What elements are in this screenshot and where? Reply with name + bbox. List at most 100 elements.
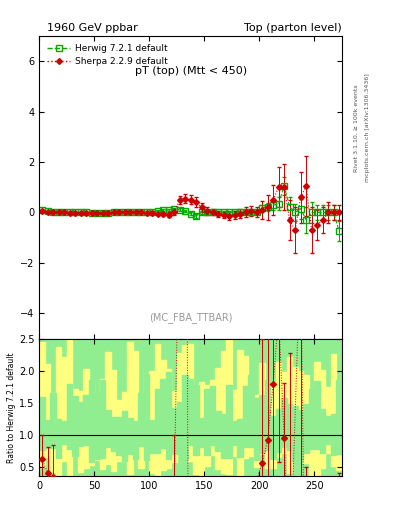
Bar bbox=[237, 419, 243, 457]
Bar bbox=[45, 420, 50, 447]
Bar bbox=[292, 367, 298, 457]
Bar bbox=[177, 402, 182, 453]
Bar bbox=[204, 389, 210, 456]
Bar bbox=[232, 390, 237, 456]
Bar bbox=[89, 380, 94, 461]
Bar bbox=[155, 345, 160, 475]
Bar bbox=[237, 350, 243, 476]
Legend: Herwig 7.2.1 default, Sherpa 2.2.9 default: Herwig 7.2.1 default, Sherpa 2.2.9 defau… bbox=[44, 40, 171, 70]
Bar bbox=[215, 411, 221, 451]
Bar bbox=[248, 398, 254, 456]
Bar bbox=[287, 403, 292, 450]
Bar bbox=[61, 357, 67, 461]
Bar bbox=[309, 396, 314, 476]
Y-axis label: Ratio to Herwig 7.2.1 default: Ratio to Herwig 7.2.1 default bbox=[7, 352, 16, 463]
Bar bbox=[122, 392, 127, 461]
Bar bbox=[281, 398, 287, 447]
Bar bbox=[303, 403, 309, 453]
Bar bbox=[232, 421, 237, 445]
Bar bbox=[270, 382, 276, 468]
Bar bbox=[116, 417, 122, 456]
Bar bbox=[100, 379, 105, 468]
Bar bbox=[166, 372, 171, 459]
Bar bbox=[149, 420, 155, 453]
Bar bbox=[336, 398, 342, 471]
Text: 1960 GeV ppbar: 1960 GeV ppbar bbox=[47, 23, 138, 33]
Bar bbox=[265, 398, 270, 467]
Bar bbox=[204, 385, 210, 466]
Bar bbox=[56, 347, 61, 475]
Bar bbox=[138, 394, 144, 446]
Bar bbox=[155, 389, 160, 453]
Bar bbox=[72, 396, 78, 456]
Bar bbox=[133, 351, 138, 452]
Bar bbox=[182, 375, 188, 459]
Bar bbox=[298, 410, 303, 460]
Bar bbox=[243, 356, 248, 458]
Bar bbox=[199, 418, 204, 447]
Bar bbox=[254, 398, 259, 460]
Bar bbox=[105, 352, 111, 464]
Bar bbox=[320, 409, 325, 453]
Bar bbox=[39, 397, 45, 451]
Bar bbox=[336, 380, 342, 454]
Bar bbox=[89, 384, 94, 465]
Bar bbox=[116, 399, 122, 461]
Bar bbox=[248, 375, 254, 447]
Bar bbox=[226, 339, 232, 474]
Bar bbox=[292, 407, 298, 461]
Bar bbox=[298, 371, 303, 456]
Bar bbox=[331, 354, 336, 465]
Bar bbox=[193, 385, 199, 455]
Bar bbox=[160, 360, 166, 470]
Bar bbox=[276, 362, 281, 458]
Text: Rivet 3.1.10, ≥ 100k events: Rivet 3.1.10, ≥ 100k events bbox=[354, 84, 359, 172]
Bar bbox=[314, 362, 320, 475]
Bar bbox=[325, 387, 331, 453]
Bar bbox=[144, 374, 149, 460]
Bar bbox=[325, 416, 331, 444]
Bar bbox=[127, 418, 133, 454]
Bar bbox=[221, 414, 226, 458]
Bar bbox=[331, 414, 336, 455]
Bar bbox=[215, 368, 221, 469]
Bar bbox=[138, 396, 144, 468]
Bar bbox=[61, 421, 67, 444]
Bar bbox=[259, 395, 265, 453]
Bar bbox=[133, 421, 138, 459]
Bar bbox=[320, 370, 325, 468]
Text: (MC_FBA_TTBAR): (MC_FBA_TTBAR) bbox=[149, 312, 232, 324]
Bar bbox=[67, 340, 72, 476]
Bar bbox=[188, 379, 193, 445]
Bar bbox=[226, 385, 232, 458]
Bar bbox=[199, 382, 204, 475]
Bar bbox=[100, 380, 105, 458]
Bar bbox=[210, 380, 215, 455]
Bar bbox=[78, 401, 83, 445]
Bar bbox=[287, 357, 292, 473]
Bar bbox=[94, 393, 100, 459]
Bar bbox=[314, 381, 320, 449]
Bar bbox=[160, 379, 166, 448]
Bar bbox=[83, 395, 89, 444]
Bar bbox=[67, 383, 72, 449]
Bar bbox=[303, 375, 309, 463]
Bar bbox=[111, 417, 116, 451]
Bar bbox=[78, 391, 83, 472]
Bar bbox=[56, 419, 61, 458]
Text: Top (parton level): Top (parton level) bbox=[244, 23, 342, 33]
Bar bbox=[309, 389, 314, 449]
Bar bbox=[193, 390, 199, 474]
Bar bbox=[171, 391, 177, 462]
Bar bbox=[254, 395, 259, 467]
Text: pT (top) (Mtt < 450): pT (top) (Mtt < 450) bbox=[134, 66, 247, 76]
Bar bbox=[127, 342, 133, 475]
Bar bbox=[188, 344, 193, 461]
Bar bbox=[210, 386, 215, 444]
Bar bbox=[166, 369, 171, 468]
Bar bbox=[39, 338, 342, 476]
Text: mcplots.cern.ch [arXiv:1306.3436]: mcplots.cern.ch [arXiv:1306.3436] bbox=[365, 74, 371, 182]
Bar bbox=[83, 369, 89, 468]
Bar bbox=[171, 408, 177, 455]
Bar bbox=[276, 409, 281, 452]
